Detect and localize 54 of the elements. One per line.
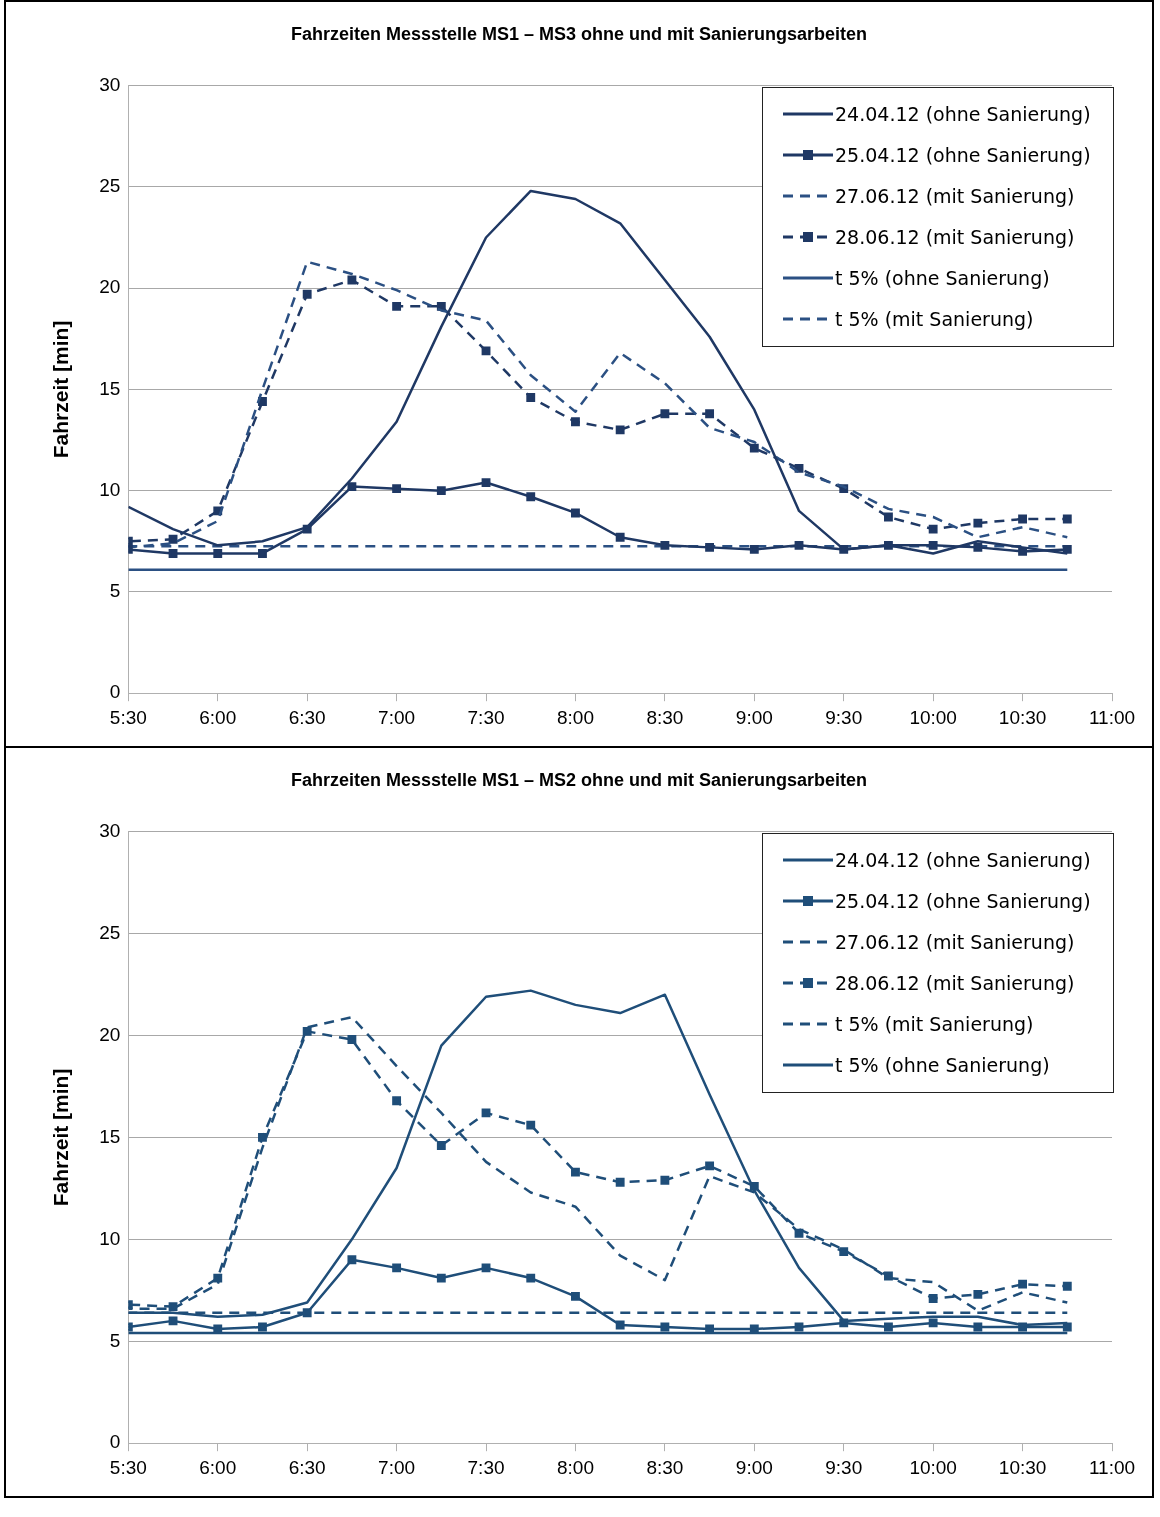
legend-label: 28.06.12 (mit Sanierung) bbox=[835, 226, 1075, 249]
x-tick-label: 6:00 bbox=[199, 706, 237, 728]
x-tick-label: 10:00 bbox=[909, 1456, 957, 1478]
legend-label: t 5% (mit Sanierung) bbox=[835, 1013, 1034, 1036]
x-tick-label: 5:30 bbox=[109, 1456, 147, 1478]
legend-label: 25.04.12 (ohne Sanierung) bbox=[835, 144, 1091, 167]
y-tick-label: 15 bbox=[99, 377, 121, 399]
legend-label: t 5% (mit Sanierung) bbox=[835, 308, 1034, 331]
y-tick-label: 30 bbox=[99, 819, 121, 841]
x-tick-label: 8:30 bbox=[646, 706, 684, 728]
x-tick-label: 6:00 bbox=[199, 1456, 237, 1478]
y-tick-label: 30 bbox=[99, 73, 121, 95]
x-tick-label: 6:30 bbox=[288, 1456, 326, 1478]
x-tick-label: 5:30 bbox=[109, 706, 147, 728]
x-tick-label: 7:00 bbox=[378, 706, 416, 728]
y-tick-label: 10 bbox=[99, 478, 121, 500]
legend-label: 24.04.12 (ohne Sanierung) bbox=[835, 103, 1091, 126]
x-tick-label: 9:30 bbox=[825, 1456, 863, 1478]
y-tick-label: 0 bbox=[109, 1431, 121, 1453]
legend-label: 27.06.12 (mit Sanierung) bbox=[835, 185, 1075, 208]
x-tick-label: 8:00 bbox=[556, 1456, 594, 1478]
x-tick-label: 11:00 bbox=[1088, 706, 1136, 728]
x-tick-label: 9:30 bbox=[825, 706, 863, 728]
x-tick-label: 9:00 bbox=[735, 1456, 773, 1478]
legend-label: 28.06.12 (mit Sanierung) bbox=[835, 972, 1075, 995]
x-tick-label: 6:30 bbox=[288, 706, 326, 728]
y-axis-title: Fahrzeit [min] bbox=[49, 1068, 73, 1207]
legend-label: 24.04.12 (ohne Sanierung) bbox=[835, 849, 1091, 872]
legend-label: 27.06.12 (mit Sanierung) bbox=[835, 931, 1075, 954]
x-tick-label: 7:00 bbox=[378, 1456, 416, 1478]
y-tick-label: 5 bbox=[109, 580, 121, 602]
x-tick-label: 10:30 bbox=[998, 706, 1047, 728]
x-tick-label: 8:00 bbox=[556, 706, 594, 728]
y-tick-label: 0 bbox=[109, 681, 121, 703]
y-tick-label: 20 bbox=[99, 1023, 121, 1045]
x-tick-label: 10:30 bbox=[998, 1456, 1047, 1478]
y-tick-label: 25 bbox=[99, 175, 121, 197]
y-axis-title: Fahrzeit [min] bbox=[49, 320, 73, 459]
legend-label: t 5% (ohne Sanierung) bbox=[835, 267, 1050, 290]
chart-title: Fahrzeiten Messstelle MS1 – MS3 ohne und mit Sanierungsarbeiten bbox=[290, 23, 868, 44]
x-tick-label: 7:30 bbox=[467, 706, 505, 728]
y-tick-label: 15 bbox=[99, 1125, 121, 1147]
legend-label: t 5% (ohne Sanierung) bbox=[835, 1054, 1050, 1077]
x-tick-label: 8:30 bbox=[646, 1456, 684, 1478]
y-tick-label: 20 bbox=[99, 276, 121, 298]
y-tick-label: 10 bbox=[99, 1227, 121, 1249]
x-tick-label: 7:30 bbox=[467, 1456, 505, 1478]
x-tick-label: 11:00 bbox=[1088, 1456, 1136, 1478]
y-tick-label: 5 bbox=[109, 1329, 121, 1351]
chart-title: Fahrzeiten Messstelle MS1 – MS2 ohne und mit Sanierungsarbeiten bbox=[290, 769, 868, 790]
y-tick-label: 25 bbox=[99, 921, 121, 943]
legend-label: 25.04.12 (ohne Sanierung) bbox=[835, 890, 1091, 913]
x-tick-label: 10:00 bbox=[909, 706, 957, 728]
x-tick-label: 9:00 bbox=[735, 706, 773, 728]
